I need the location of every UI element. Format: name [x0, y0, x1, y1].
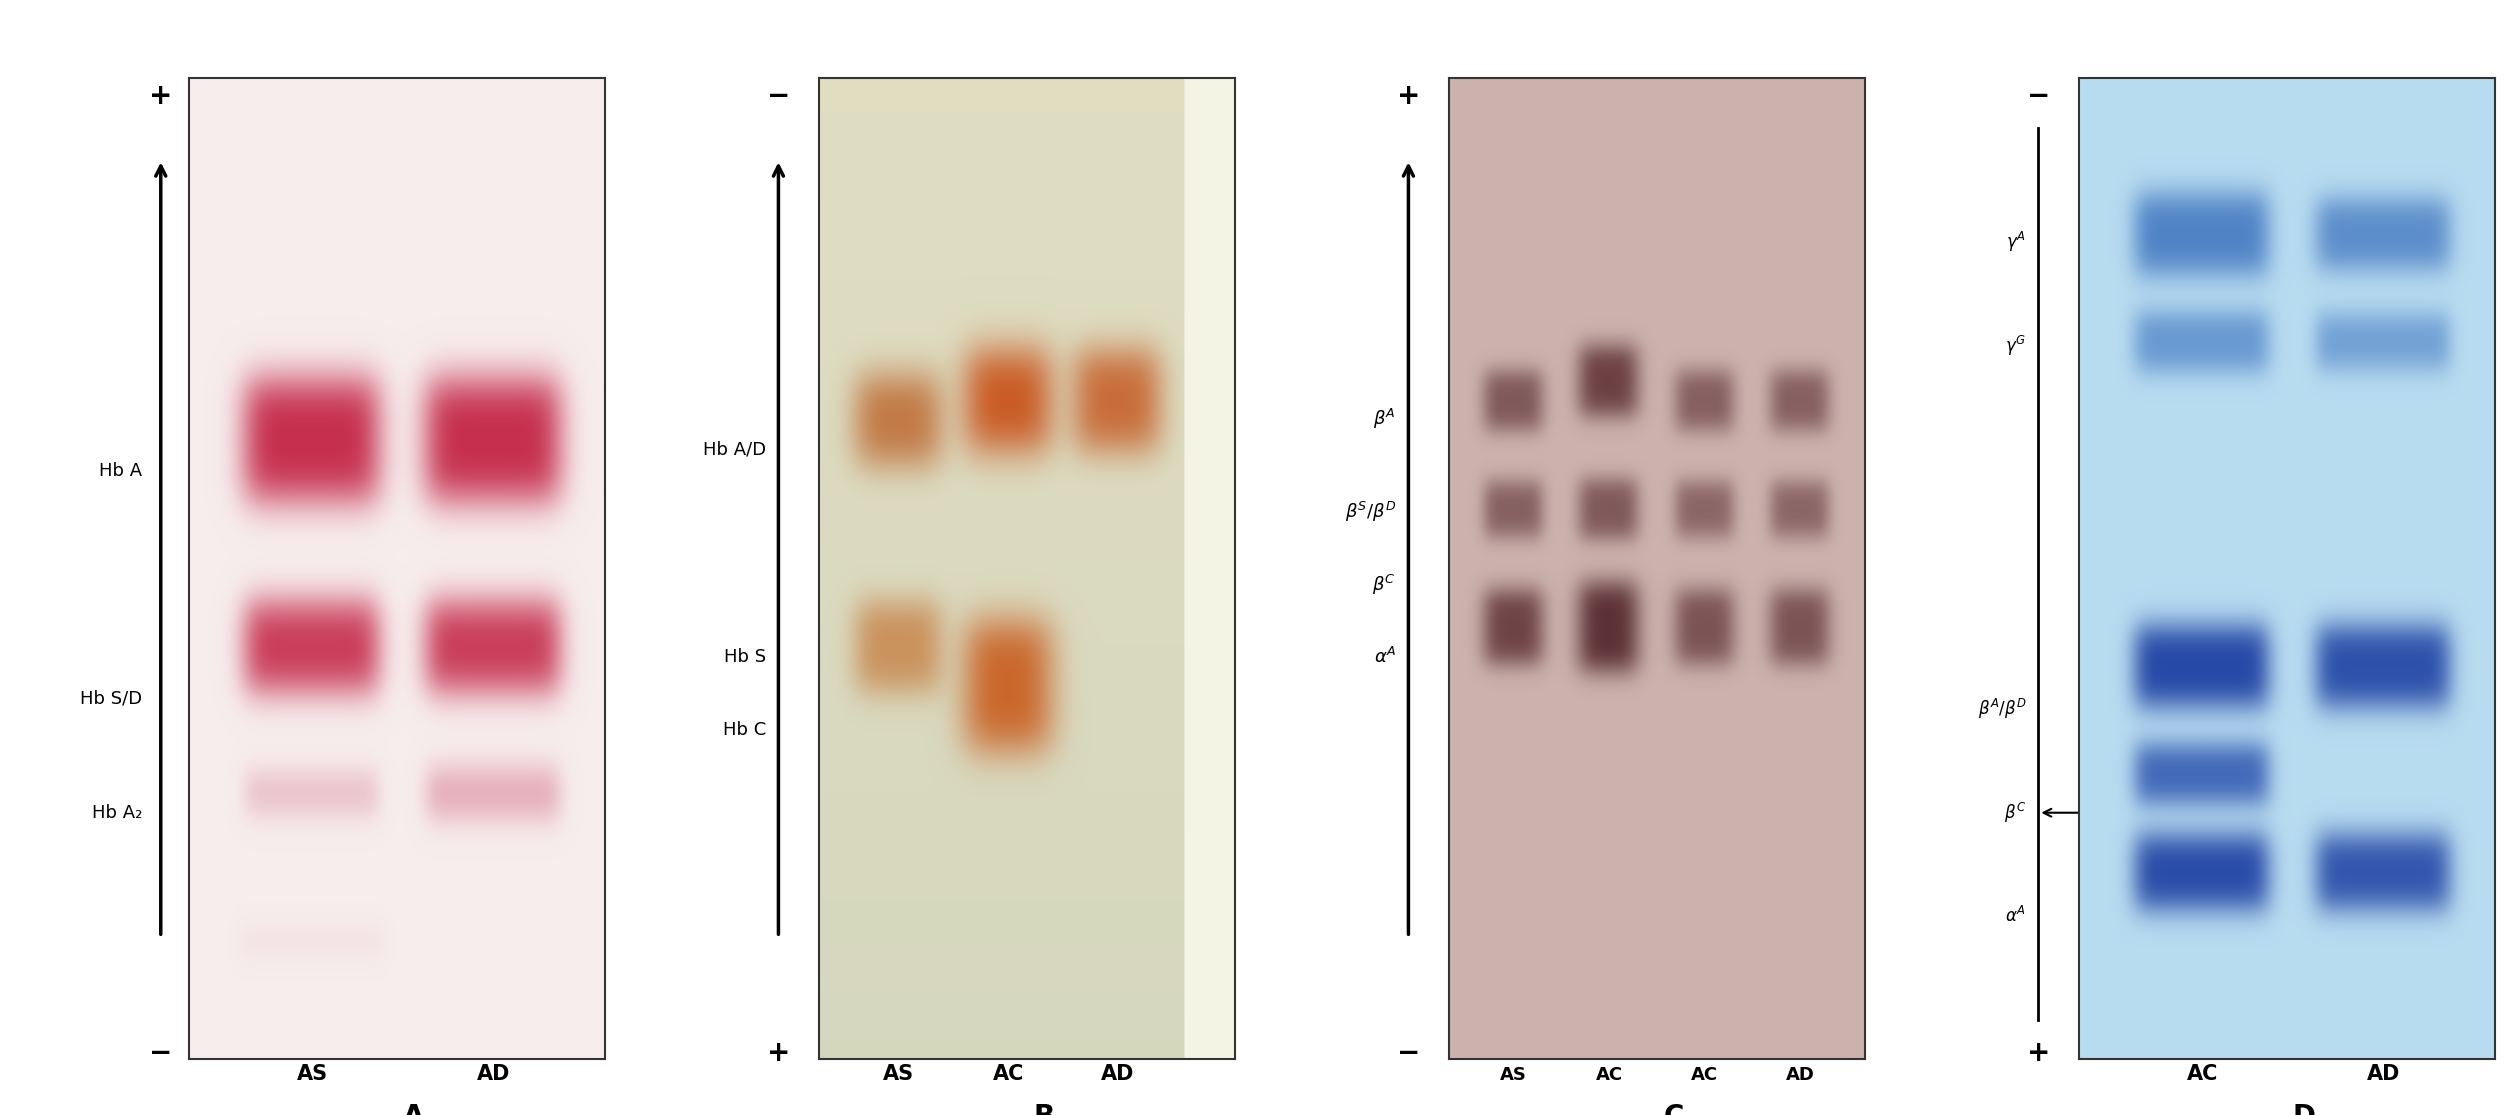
Text: AS: AS	[297, 1064, 328, 1084]
Text: $\beta^A$/$\beta^D$: $\beta^A$/$\beta^D$	[1978, 697, 2026, 721]
Text: AD: AD	[2366, 1064, 2399, 1084]
Text: $\alpha^A$: $\alpha^A$	[2006, 906, 2026, 927]
Text: −: −	[2026, 81, 2051, 109]
Text: AC: AC	[993, 1064, 1023, 1084]
Text: Hb A₂: Hb A₂	[91, 804, 141, 822]
Text: +: +	[149, 81, 171, 109]
Text: Hb A: Hb A	[98, 462, 141, 479]
Text: Hb A/D: Hb A/D	[703, 440, 766, 458]
Text: Hb S/D: Hb S/D	[81, 690, 141, 708]
Text: $\beta^C$: $\beta^C$	[1373, 572, 1396, 597]
Text: AS: AS	[1499, 1066, 1527, 1084]
Text: $\alpha^A$: $\alpha^A$	[1373, 647, 1396, 667]
Text: AC: AC	[1595, 1066, 1623, 1084]
Text: B: B	[1033, 1103, 1053, 1115]
Text: AD: AD	[476, 1064, 509, 1084]
Text: $\gamma^G$: $\gamma^G$	[2006, 334, 2026, 358]
Text: $\beta^C$: $\beta^C$	[2003, 801, 2026, 825]
Text: AC: AC	[2187, 1064, 2218, 1084]
Text: AD: AD	[1787, 1066, 1814, 1084]
Text: −: −	[1396, 1039, 1421, 1067]
Text: −: −	[766, 81, 791, 109]
Text: Hb C: Hb C	[723, 720, 766, 739]
Text: $\beta^S$/$\beta^D$: $\beta^S$/$\beta^D$	[1346, 500, 1396, 524]
Text: +: +	[2026, 1039, 2051, 1067]
Text: +: +	[1396, 81, 1421, 109]
Text: +: +	[766, 1039, 791, 1067]
Text: D: D	[2293, 1103, 2316, 1115]
Text: $\gamma^A$: $\gamma^A$	[2006, 231, 2026, 254]
Text: −: −	[149, 1039, 171, 1067]
Text: AC: AC	[1691, 1066, 1719, 1084]
Text: C: C	[1663, 1103, 1683, 1115]
Text: AD: AD	[1101, 1064, 1134, 1084]
Text: $\beta^A$: $\beta^A$	[1373, 407, 1396, 430]
Text: Hb S: Hb S	[723, 648, 766, 666]
Text: AS: AS	[882, 1064, 915, 1084]
Text: A: A	[403, 1103, 426, 1115]
